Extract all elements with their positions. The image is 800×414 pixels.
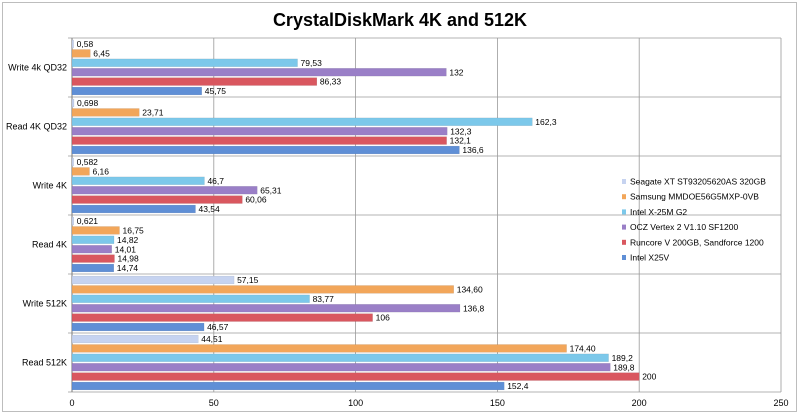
bar	[71, 49, 91, 58]
bar	[71, 204, 196, 214]
data-label: 43,54	[198, 204, 220, 214]
legend-swatch	[622, 209, 626, 215]
bar	[71, 285, 454, 294]
data-label: 136,8	[463, 303, 485, 313]
data-label: 46,57	[207, 322, 229, 332]
legend-entry: Intel X25V	[630, 253, 670, 263]
x-tick-label: 200	[632, 398, 647, 408]
bar	[71, 145, 460, 155]
bar	[71, 322, 205, 332]
bar	[71, 86, 202, 96]
data-label: 44,51	[201, 334, 223, 344]
data-label: 86,33	[320, 77, 342, 87]
bar	[71, 372, 640, 381]
legend-swatch	[622, 179, 626, 184]
x-tick-label: 0	[69, 398, 74, 408]
category-label: Write 4K	[33, 181, 67, 191]
bar	[71, 176, 205, 185]
bar	[71, 98, 75, 108]
x-tick-label: 50	[209, 398, 219, 408]
x-tick-label: 150	[490, 398, 505, 408]
bar	[71, 304, 461, 313]
data-label: 23,71	[142, 108, 164, 118]
bar	[71, 254, 115, 263]
x-tick-label: 100	[348, 398, 363, 408]
bar	[71, 167, 90, 176]
bar	[71, 275, 235, 285]
category-label: Write 512K	[23, 299, 67, 309]
bar	[71, 334, 199, 344]
bar	[71, 294, 310, 303]
bar	[71, 157, 74, 167]
bar	[71, 263, 115, 273]
bar	[71, 136, 447, 145]
bar	[71, 216, 74, 226]
data-label: 45,75	[205, 86, 227, 96]
data-label: 0,582	[77, 157, 99, 167]
x-tick-label: 250	[773, 398, 788, 408]
data-label: 132	[449, 67, 463, 77]
data-label: 14,01	[115, 244, 137, 254]
data-label: 189,8	[613, 362, 635, 372]
bar	[71, 58, 298, 67]
legend-entry: OCZ Vertex 2 V1.10 SF1200	[630, 222, 738, 232]
category-label: Read 512K	[22, 358, 67, 368]
bar	[71, 77, 318, 86]
bar	[71, 117, 533, 126]
data-label: 162,3	[535, 117, 557, 127]
legend-entry: Intel X-25M G2	[630, 207, 687, 217]
bar	[71, 381, 505, 391]
bar	[71, 344, 567, 353]
category-label: Write 4k QD32	[8, 63, 67, 73]
bar	[71, 226, 120, 235]
chart-title: CrystalDiskMark 4K and 512K	[272, 10, 528, 30]
data-label: 16,75	[123, 226, 145, 236]
data-label: 83,77	[313, 294, 335, 304]
legend-swatch	[622, 194, 626, 200]
legend-swatch	[622, 255, 626, 260]
data-label: 6,45	[93, 49, 110, 59]
bar	[71, 313, 373, 322]
bar	[71, 39, 74, 49]
bar	[71, 245, 112, 254]
bar	[71, 235, 115, 244]
legend-swatch	[622, 239, 626, 245]
data-label: 152,4	[507, 381, 529, 391]
data-label: 60,06	[245, 195, 267, 205]
data-label: 57,15	[237, 275, 259, 285]
data-label: 0,698	[77, 98, 99, 108]
data-label: 200	[642, 372, 656, 382]
legend-entry: Runcore V 200GB, Sandforce 1200	[630, 237, 764, 247]
bar	[71, 127, 448, 136]
data-label: 132,1	[450, 136, 472, 146]
data-label: 106	[376, 313, 390, 323]
data-label: 46,7	[207, 176, 224, 186]
legend-entry: Seagate XT ST93205620AS 320GB	[630, 177, 766, 187]
category-label: Read 4K	[32, 240, 67, 250]
data-label: 174,40	[570, 344, 596, 354]
data-label: 132,3	[450, 126, 472, 136]
bar	[71, 108, 140, 117]
legend-swatch	[622, 224, 626, 230]
data-label: 14,98	[117, 254, 139, 264]
data-label: 0,58	[77, 39, 94, 49]
data-label: 6,16	[92, 167, 109, 177]
bar	[71, 353, 609, 362]
category-label: Read 4K QD32	[6, 122, 67, 132]
bar	[71, 186, 258, 195]
data-label: 136,6	[462, 145, 484, 155]
data-label: 134,60	[457, 285, 483, 295]
bar	[71, 195, 243, 204]
data-label: 14,82	[117, 235, 139, 245]
data-label: 65,31	[260, 185, 282, 195]
data-label: 0,621	[77, 216, 99, 226]
bar	[71, 68, 447, 77]
legend-entry: Samsung MMDOE56G5MXP-0VB	[630, 192, 759, 202]
data-label: 189,2	[612, 353, 634, 363]
data-label: 79,53	[301, 58, 323, 68]
data-label: 14,74	[117, 263, 139, 273]
bar	[71, 363, 611, 372]
